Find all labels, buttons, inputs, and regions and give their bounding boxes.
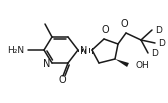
Text: D: D bbox=[155, 26, 162, 35]
Polygon shape bbox=[115, 59, 129, 67]
Text: H₂N: H₂N bbox=[7, 46, 24, 54]
Text: N: N bbox=[80, 46, 87, 56]
Text: O: O bbox=[58, 75, 66, 85]
Text: D: D bbox=[158, 39, 165, 47]
Text: O: O bbox=[101, 25, 109, 35]
Text: OH: OH bbox=[135, 60, 149, 70]
Text: O: O bbox=[120, 19, 128, 29]
Text: D: D bbox=[151, 49, 158, 57]
Text: N: N bbox=[43, 59, 50, 69]
